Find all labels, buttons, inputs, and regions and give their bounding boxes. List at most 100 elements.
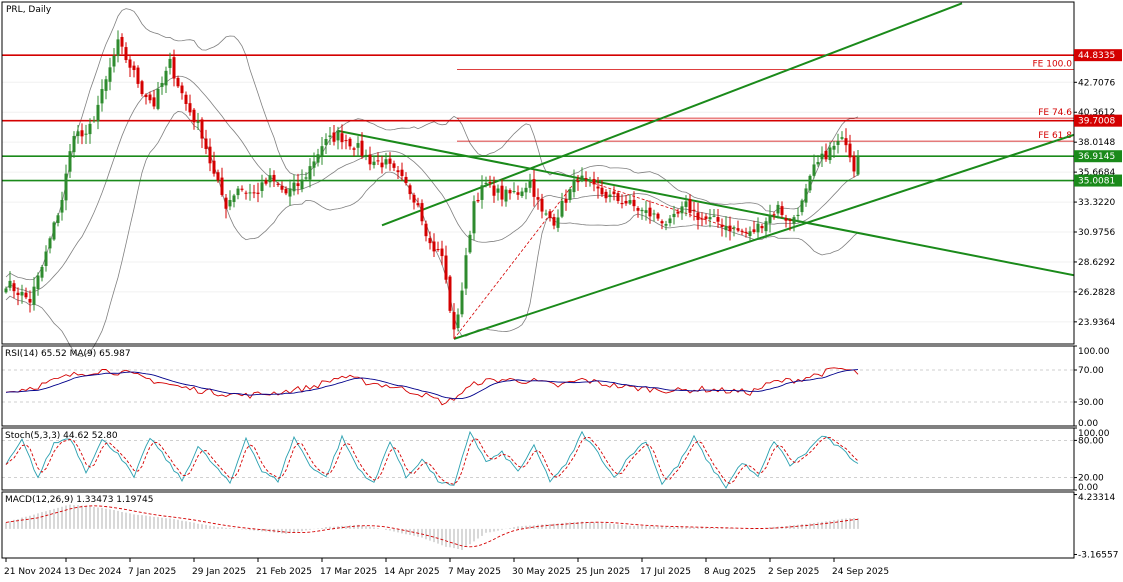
- osc-tick-label: 0.00: [1078, 483, 1098, 493]
- candle-body: [484, 182, 488, 185]
- candle-body: [668, 218, 672, 224]
- candle-body: [688, 199, 692, 213]
- candle-body: [648, 207, 652, 217]
- bollinger-middle: [5, 75, 859, 293]
- candle-body: [36, 275, 40, 290]
- level-price-tag-label: 35.0081: [1078, 177, 1115, 187]
- time-tick-label: 2 Sep 2025: [768, 567, 819, 577]
- candle-body: [428, 238, 432, 244]
- candle-body: [332, 132, 336, 142]
- candle-body: [692, 209, 696, 211]
- price-tick-label: 40.3612: [1078, 108, 1115, 118]
- candle-body: [140, 81, 144, 95]
- candle-body: [100, 89, 104, 104]
- candle-body: [336, 131, 340, 141]
- candle-body: [224, 197, 228, 209]
- candle-body: [456, 314, 460, 328]
- candle-body: [616, 193, 620, 201]
- candle-body: [824, 150, 828, 160]
- trendlines[interactable]: [337, 2, 1086, 340]
- candle-body: [368, 154, 372, 165]
- candle-body: [840, 137, 844, 139]
- candle-body: [464, 255, 468, 289]
- candle-body: [28, 298, 32, 303]
- osc-tick-label: 80.00: [1078, 436, 1104, 446]
- trendline: [381, 2, 963, 227]
- candle-body: [416, 203, 420, 206]
- candle-body: [848, 143, 852, 158]
- candle-body: [268, 175, 272, 183]
- candle-body: [500, 185, 504, 200]
- candle-body: [156, 88, 160, 109]
- candle-body: [676, 211, 680, 214]
- candle-body: [516, 192, 520, 195]
- candle-body: [636, 207, 640, 211]
- level-price-tag-label: 44.8335: [1078, 51, 1115, 61]
- candle-body: [20, 292, 24, 296]
- candle-body: [608, 194, 612, 197]
- candle-body: [548, 211, 552, 219]
- zigzag-path: [453, 177, 751, 340]
- candle-body: [48, 238, 52, 249]
- candle-body: [792, 217, 796, 224]
- horizontal-levels[interactable]: [2, 54, 1074, 182]
- candle-body: [404, 176, 408, 184]
- fe-level-label: FE 74.6: [1038, 108, 1072, 118]
- level-price-tag: [1074, 114, 1122, 127]
- candle-body: [196, 121, 200, 123]
- fe-level-label: FE 61.8: [1038, 131, 1072, 141]
- candle-body: [296, 183, 300, 186]
- candle-body: [144, 94, 148, 98]
- candle-body: [620, 202, 624, 205]
- candle-body: [432, 241, 436, 252]
- candle-body: [436, 249, 440, 251]
- osc-tick-label: 30.00: [1078, 398, 1104, 408]
- candle-body: [772, 214, 776, 216]
- candle-body: [252, 192, 256, 194]
- candle-body: [644, 210, 648, 213]
- chart-title: PRL, Daily: [6, 5, 52, 15]
- price-tick-label: 35.6684: [1078, 168, 1115, 178]
- candle-body: [760, 226, 764, 229]
- candle-body: [672, 213, 676, 218]
- level-price-tag: [1074, 49, 1122, 62]
- candle-body: [372, 161, 376, 166]
- candle-body: [656, 213, 660, 219]
- time-tick-label: 14 Apr 2025: [384, 567, 440, 577]
- candle-body: [116, 39, 120, 57]
- stoch-signal-line: [5, 436, 859, 485]
- candle-body: [4, 288, 8, 293]
- candle-body: [808, 175, 812, 191]
- candle-body: [112, 55, 116, 67]
- candle-body: [496, 188, 500, 193]
- osc-tick-label: 20.00: [1078, 474, 1104, 484]
- candle-body: [488, 182, 492, 184]
- candle-body: [204, 138, 208, 150]
- price-tick-label: 28.6292: [1078, 258, 1115, 268]
- osc-tick-label: 100.00: [1078, 347, 1110, 357]
- level-price-tag-label: 39.7008: [1078, 117, 1115, 127]
- time-tick-label: 24 Sep 2025: [832, 567, 889, 577]
- candle-body: [192, 109, 196, 123]
- stochastic-pane: Stoch(5,3,3) 44.62 52.80: [2, 430, 1074, 489]
- candle-body: [228, 200, 232, 207]
- candle-body: [172, 57, 176, 79]
- candle-body: [280, 185, 284, 190]
- candle-body: [40, 266, 44, 278]
- time-tick-label: 29 Jan 2025: [192, 567, 246, 577]
- candle-body: [804, 188, 808, 203]
- candle-body: [812, 164, 816, 176]
- candle-body: [164, 70, 168, 86]
- candle-body: [532, 179, 536, 197]
- level-price-tag: [1074, 150, 1122, 163]
- price-tick-label: 30.9756: [1078, 228, 1115, 238]
- time-axis: 21 Nov 2024 13 Dec 2024 7 Jan 2025 29 Jan 2…: [4, 558, 889, 577]
- candle-body: [524, 187, 528, 193]
- candle-body: [364, 154, 368, 156]
- candle-body: [120, 36, 124, 47]
- candle-body: [8, 280, 12, 288]
- time-tick-label: 8 Aug 2025: [704, 567, 756, 577]
- candle-body: [576, 180, 580, 183]
- osc-tick-label: 70.00: [1078, 366, 1104, 376]
